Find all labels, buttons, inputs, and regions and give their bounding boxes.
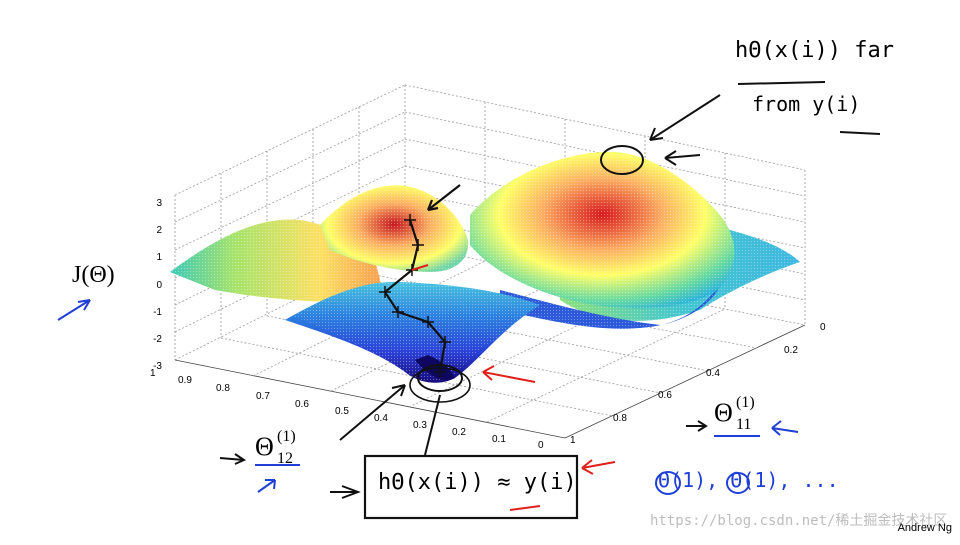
peak-circle — [600, 145, 644, 175]
right-tick: 1 — [570, 435, 576, 446]
left-tick: 0 — [538, 440, 544, 451]
approx-box — [363, 454, 579, 520]
theta11-label: Θ (1) 11 — [714, 394, 755, 433]
z-ticks: 3 2 1 0 -1 -2 -3 — [142, 190, 162, 380]
black-arrows — [219, 94, 721, 499]
theta12-subscript: 12 — [277, 450, 293, 467]
author-credit: Andrew Ng — [897, 522, 952, 534]
theta12-superscript: (1) — [277, 428, 296, 445]
theta11-superscript: (1) — [736, 394, 755, 411]
z-tick: 1 — [156, 252, 162, 264]
right-tick: 0 — [820, 322, 826, 333]
left-tick: 0.5 — [335, 406, 349, 417]
right-tick: 0.6 — [658, 390, 672, 401]
z-tick: -1 — [153, 306, 162, 318]
left-tick: 0.1 — [492, 434, 506, 445]
left-tick: 1 — [150, 368, 156, 379]
theta-circle-1 — [655, 471, 681, 495]
right-tick: 0.8 — [613, 413, 627, 424]
right-tick: 0.2 — [784, 345, 798, 356]
theta12-label: Θ (1) 12 — [255, 428, 296, 467]
z-tick: 3 — [156, 198, 162, 209]
z-tick: -2 — [153, 334, 162, 346]
blue-arrows — [57, 299, 799, 493]
left-tick: 0.3 — [413, 420, 427, 431]
far-annotation-line1: hΘ(x(i)) far — [735, 38, 894, 63]
left-tick: 0.6 — [295, 399, 309, 410]
left-tick: 0.8 — [216, 383, 230, 394]
left-tick: 0.9 — [178, 375, 192, 386]
red-arrows — [482, 365, 616, 511]
left-tick: 0.2 — [452, 427, 466, 438]
approx-annotation: hΘ(x(i)) ≈ y(i) — [378, 470, 577, 495]
z-tick: -3 — [153, 361, 162, 373]
watermark: https://blog.csdn.net/稀土掘金技术社区 — [650, 513, 948, 529]
left-tick: 0.7 — [256, 391, 270, 402]
z-tick: 2 — [156, 225, 162, 237]
far-annotation-line2: from y(i) — [752, 92, 861, 116]
theta12-symbol: Θ — [255, 432, 274, 461]
y-underline — [839, 131, 881, 135]
theta-list-annotation: Θ(1), Θ(1), ... — [658, 468, 839, 492]
z-tick: 0 — [156, 279, 162, 291]
theta11-subscript: 11 — [736, 416, 752, 433]
fraction-bar — [737, 81, 826, 85]
minimum-circle — [417, 364, 463, 392]
minimum-outer-circle — [409, 367, 471, 403]
theta11-symbol: Θ — [714, 398, 733, 427]
z-axis-label: J(Θ) — [72, 262, 115, 288]
left-tick: 0.4 — [374, 413, 388, 424]
right-tick: 0.4 — [706, 368, 720, 379]
theta-circle-2 — [726, 472, 750, 494]
cost-surface — [170, 151, 800, 383]
